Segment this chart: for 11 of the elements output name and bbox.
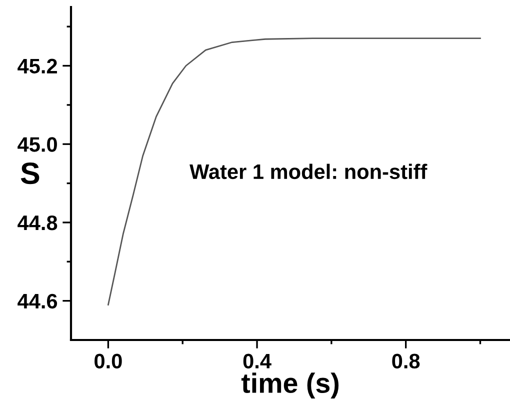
- x-tick-label: 0.0: [94, 354, 122, 368]
- x-tick-label: 0.8: [392, 354, 420, 368]
- x-axis-title: time (s): [241, 372, 339, 399]
- annotation: Water 1 model: non-stiff: [190, 164, 428, 180]
- y-tick-label: 44.6: [18, 294, 58, 309]
- y-tick-label: 44.8: [18, 215, 58, 230]
- x-tick-label: 0.4: [243, 354, 272, 368]
- line-series: [108, 38, 481, 306]
- y-tick-label: 45.0: [18, 137, 57, 152]
- y-tick-label: 45.2: [18, 58, 57, 74]
- y-axis-title: S: [20, 162, 40, 184]
